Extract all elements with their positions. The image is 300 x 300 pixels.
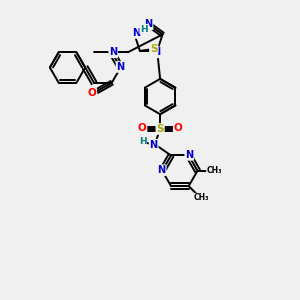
Text: N: N — [150, 140, 158, 150]
Text: N: N — [185, 150, 193, 160]
Text: H: H — [139, 137, 146, 146]
Text: CH₃: CH₃ — [207, 166, 222, 175]
Text: O: O — [174, 123, 182, 134]
Text: O: O — [87, 88, 96, 98]
Text: O: O — [138, 123, 146, 134]
Text: N: N — [145, 19, 153, 29]
Text: N: N — [152, 47, 160, 57]
Text: N: N — [132, 28, 140, 38]
Text: N: N — [109, 47, 117, 57]
Text: N: N — [116, 62, 124, 72]
Text: S: S — [150, 44, 158, 54]
Text: H: H — [140, 25, 148, 34]
Text: CH₃: CH₃ — [194, 193, 209, 202]
Text: N: N — [158, 165, 166, 175]
Text: S: S — [156, 124, 164, 134]
